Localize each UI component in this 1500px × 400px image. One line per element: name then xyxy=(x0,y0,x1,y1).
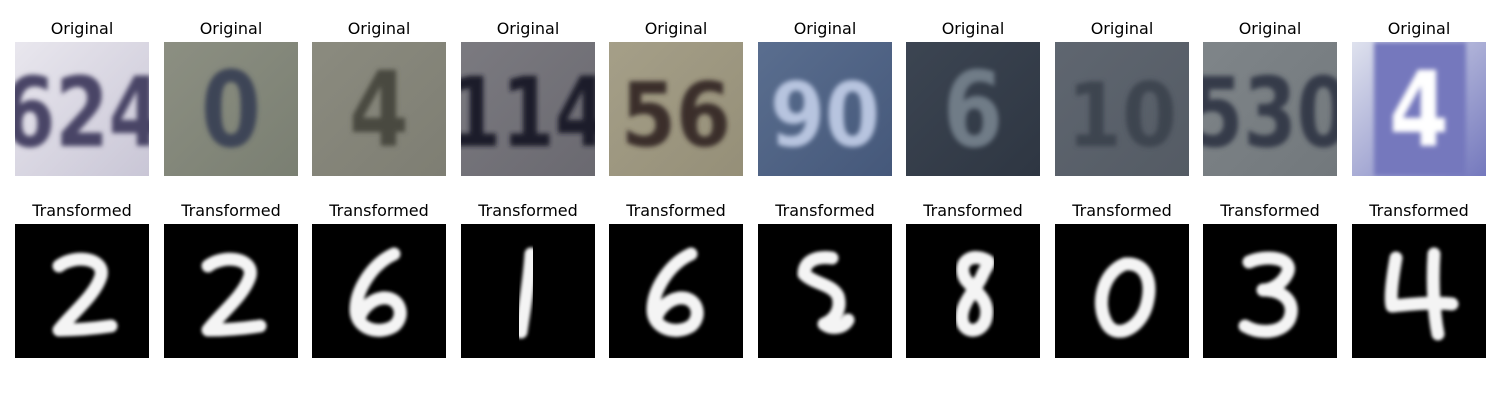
panel-title: Transformed xyxy=(32,201,132,220)
image-background xyxy=(609,224,743,358)
panel-image: 4 xyxy=(1352,42,1486,176)
image-background xyxy=(312,42,446,176)
image-background xyxy=(1055,42,1189,176)
panel-title: Original xyxy=(793,19,857,38)
handwritten-digit-stroke xyxy=(1094,257,1156,338)
handwritten-digit-stroke xyxy=(201,252,267,337)
panel-image xyxy=(1352,224,1486,358)
house-number-digits: 6 xyxy=(943,49,1003,171)
panel-image: 624 xyxy=(15,42,149,176)
panel-image: 56 xyxy=(609,42,743,176)
image-background xyxy=(1352,224,1486,358)
panel-title: Transformed xyxy=(478,201,578,220)
panel-image xyxy=(1055,224,1189,358)
transformed-digit-image xyxy=(609,224,743,358)
panel-title: Transformed xyxy=(329,201,429,220)
image-background xyxy=(758,42,892,176)
panel-image xyxy=(758,224,892,358)
panel-title: Transformed xyxy=(1220,201,1320,220)
house-number-digits: 114 xyxy=(461,57,595,169)
image-background xyxy=(1203,42,1337,176)
handwritten-digit-stroke xyxy=(349,247,407,337)
handwritten-digit-stroke xyxy=(1238,251,1298,338)
original-digit-image: 624 xyxy=(15,42,149,176)
transformed-digit-image xyxy=(906,224,1040,358)
original-digit-image: 10 xyxy=(1055,42,1189,176)
panel-image xyxy=(15,224,149,358)
original-digit-image: 90 xyxy=(758,42,892,176)
transformed-digit-image xyxy=(1352,224,1486,358)
panel-image xyxy=(609,224,743,358)
handwritten-digit-stroke xyxy=(646,247,704,337)
panel-image xyxy=(164,224,298,358)
image-background xyxy=(609,42,743,176)
image-background xyxy=(164,224,298,358)
sign-plate xyxy=(1374,42,1466,176)
original-digit-image: 6 xyxy=(906,42,1040,176)
panel-title: Transformed xyxy=(626,201,726,220)
panel-image: 0 xyxy=(164,42,298,176)
panel-title: Original xyxy=(644,19,708,38)
panel-image xyxy=(906,224,1040,358)
panel-title: Original xyxy=(50,19,114,38)
original-digit-image: 4 xyxy=(312,42,446,176)
panel-title: Transformed xyxy=(181,201,281,220)
panel-title: Transformed xyxy=(1072,201,1172,220)
panel-title: Transformed xyxy=(923,201,1023,220)
transformed-digit-image xyxy=(1055,224,1189,358)
handwritten-digit-stroke xyxy=(955,251,995,337)
image-background xyxy=(461,42,595,176)
image-background xyxy=(15,42,149,176)
house-number-digits: 4 xyxy=(349,49,409,171)
transformed-digit-image xyxy=(1203,224,1337,358)
handwritten-digit-stroke xyxy=(52,252,118,337)
house-number-digits: 10 xyxy=(1067,64,1177,167)
original-digit-image: 530 xyxy=(1203,42,1337,176)
house-number-digits: 90 xyxy=(770,64,880,167)
panel-image: 114 xyxy=(461,42,595,176)
house-number-digits: 624 xyxy=(15,57,149,169)
panel-image: 90 xyxy=(758,42,892,176)
panel-title: Original xyxy=(347,19,411,38)
original-digit-image: 56 xyxy=(609,42,743,176)
panel-title: Original xyxy=(199,19,263,38)
house-number-digits: 56 xyxy=(621,64,731,167)
transformed-digit-image xyxy=(15,224,149,358)
house-number-digits: 4 xyxy=(1389,49,1449,171)
panel-title: Original xyxy=(1387,19,1451,38)
original-digit-image: 0 xyxy=(164,42,298,176)
panel-image: 4 xyxy=(312,42,446,176)
panel-image xyxy=(461,224,595,358)
image-background xyxy=(164,42,298,176)
panel-image: 10 xyxy=(1055,42,1189,176)
panel-title: Original xyxy=(941,19,1005,38)
house-number-digits: 0 xyxy=(201,49,261,171)
handwritten-digit-stroke xyxy=(1384,247,1459,341)
transformed-digit-image xyxy=(312,224,446,358)
transformed-digit-image xyxy=(461,224,595,358)
panel-title: Original xyxy=(1238,19,1302,38)
transformed-digit-image xyxy=(164,224,298,358)
panel-title: Transformed xyxy=(1369,201,1469,220)
panel-image xyxy=(1203,224,1337,358)
panel-image: 530 xyxy=(1203,42,1337,176)
image-background xyxy=(906,42,1040,176)
original-digit-image: 4 xyxy=(1352,42,1486,176)
image-background xyxy=(1055,224,1189,358)
house-number-digits: 530 xyxy=(1203,57,1337,169)
transformed-digit-image xyxy=(758,224,892,358)
panel-title: Transformed xyxy=(775,201,875,220)
panel-image xyxy=(312,224,446,358)
handwritten-digit-stroke xyxy=(797,251,855,334)
panel-title: Original xyxy=(1090,19,1154,38)
panel-image: 6 xyxy=(906,42,1040,176)
image-background xyxy=(312,224,446,358)
panel-title: Original xyxy=(496,19,560,38)
original-digit-image: 114 xyxy=(461,42,595,176)
handwritten-digit-stroke xyxy=(514,247,538,339)
image-background xyxy=(15,224,149,358)
